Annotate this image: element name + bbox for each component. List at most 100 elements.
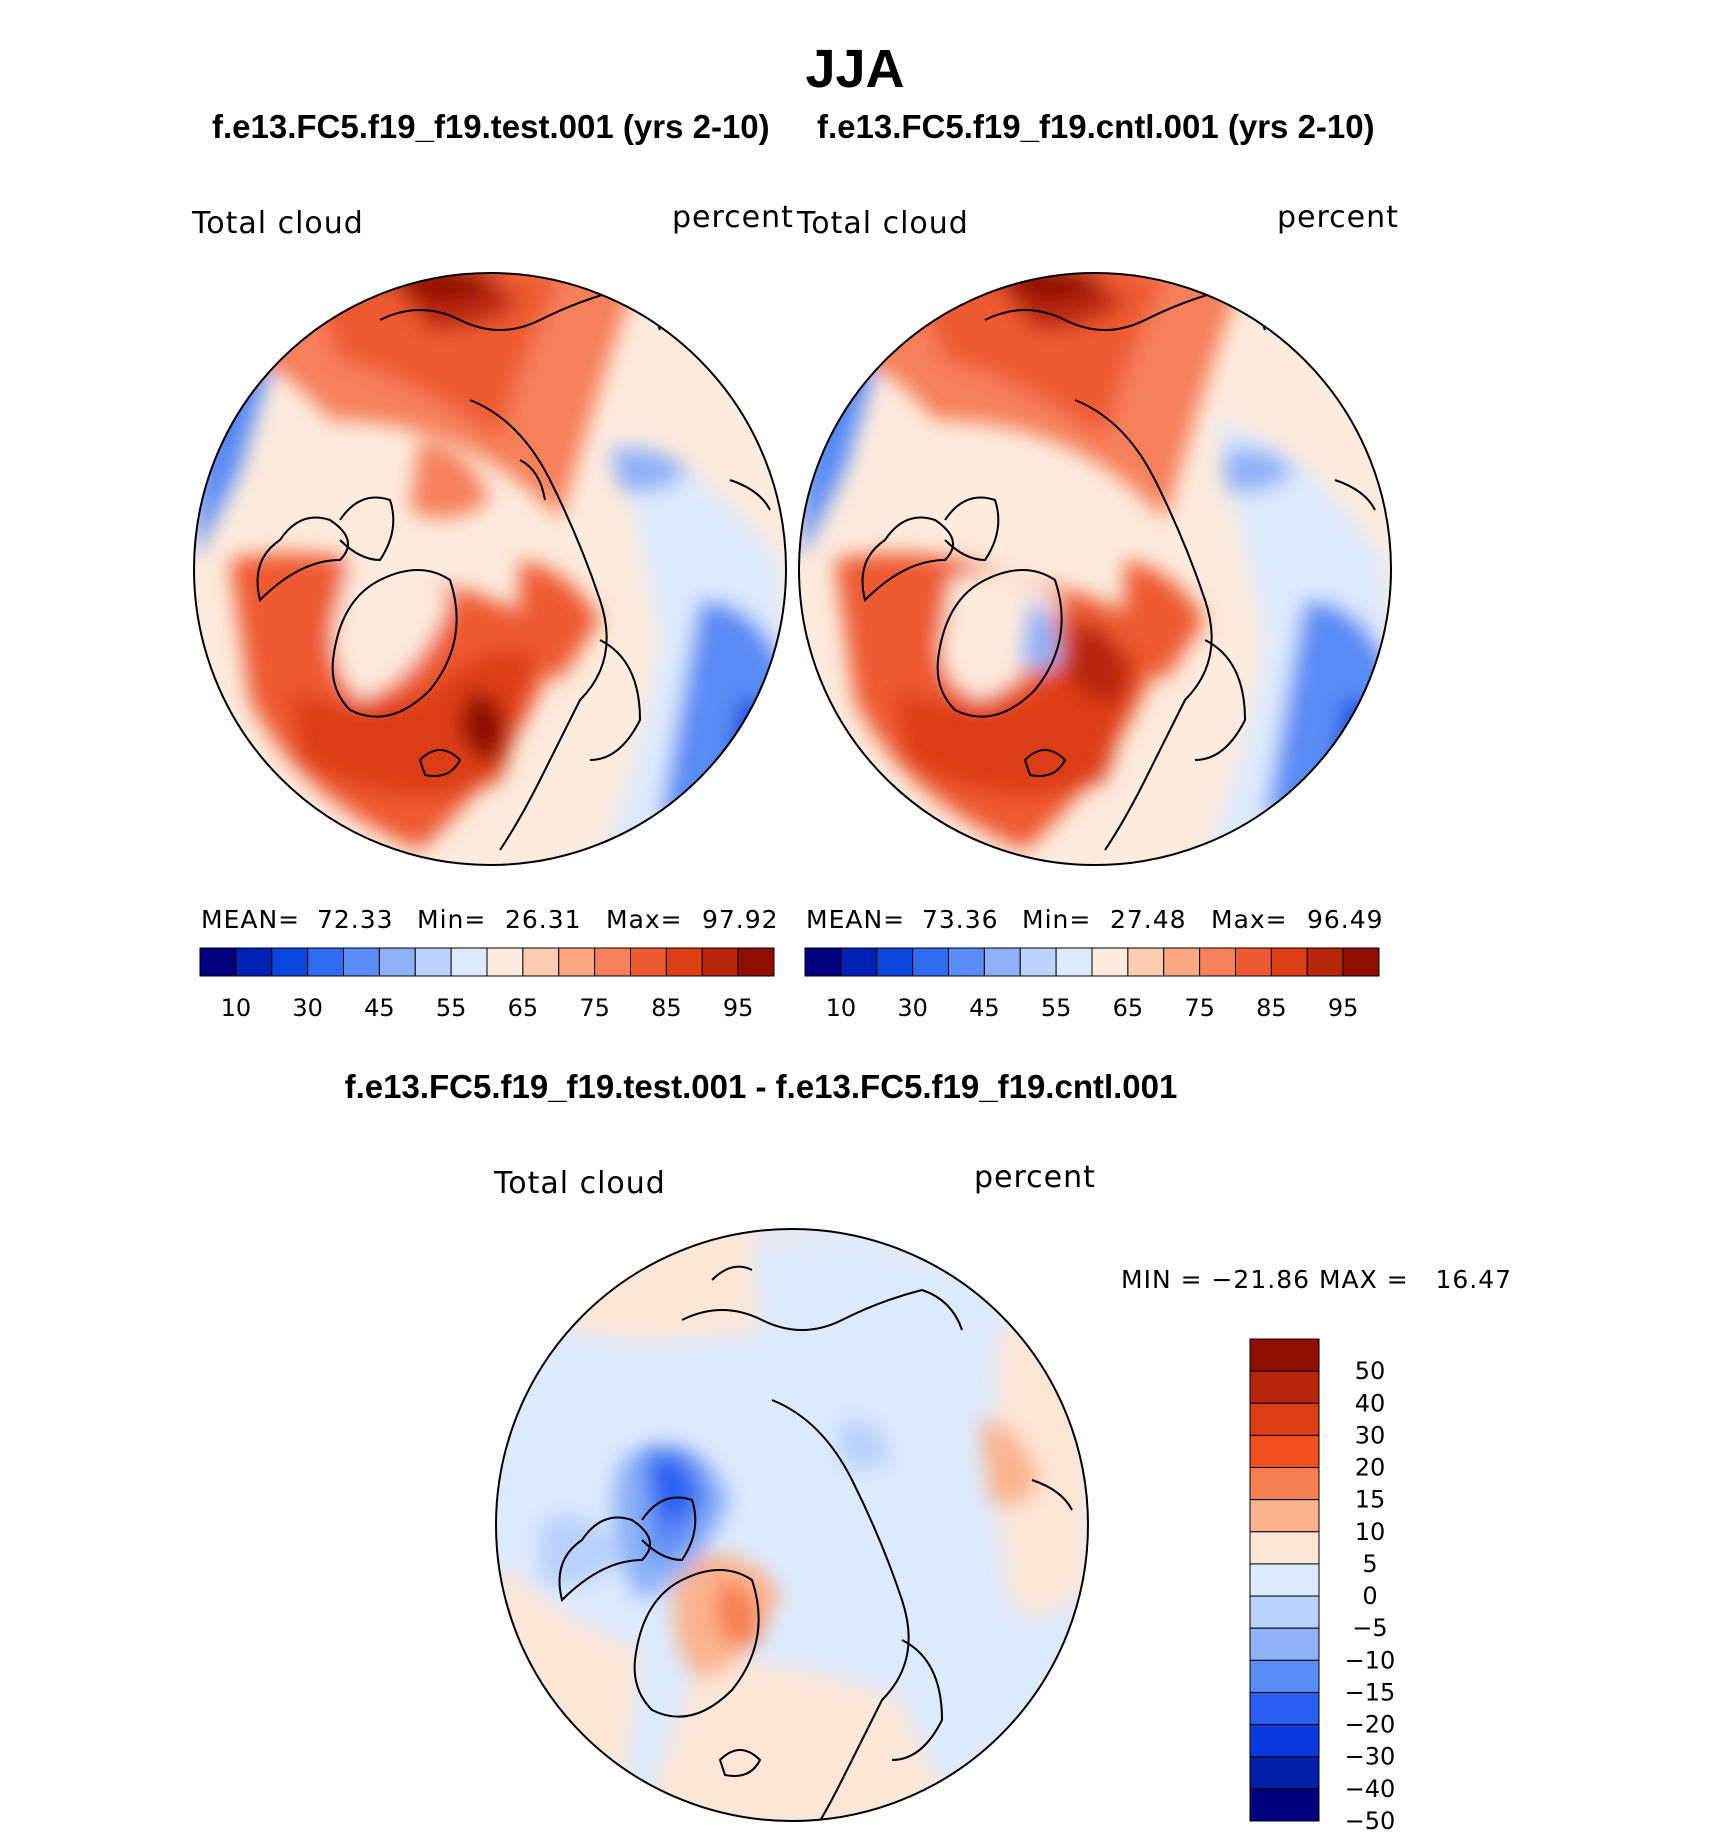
difference-colorbar-tick-label: 5	[1362, 1550, 1377, 1578]
control-max-label: Max=	[1211, 905, 1288, 934]
test-max-label: Max=	[606, 905, 683, 934]
test-colorbar-swatch	[558, 947, 596, 977]
control-mean-value: 73.36	[922, 905, 999, 934]
control-colorbar: 10 30 45 55 65 75 85 95	[804, 947, 1380, 1022]
test-colorbar: 10 30 45 55 65 75 85 95	[199, 947, 775, 1022]
test-colorbar-swatch	[343, 947, 380, 977]
test-colorbar-tick-label: 10	[221, 994, 252, 1022]
control-colorbar-swatch	[948, 947, 985, 977]
difference-colorbar-tick-label: 40	[1355, 1389, 1386, 1417]
difference-colorbar-tick-label: −30	[1345, 1743, 1396, 1771]
difference-colorbar-swatch	[1249, 1402, 1320, 1436]
test-colorbar-tick-label: 85	[651, 994, 682, 1022]
control-min-label: Min=	[1022, 905, 1092, 934]
control-colorbar-tick-label: 45	[969, 994, 1000, 1022]
test-units-label: percent	[672, 200, 794, 235]
control-colorbar-tick-label: 55	[1041, 994, 1072, 1022]
difference-colorbar-swatch	[1249, 1724, 1320, 1758]
test-colorbar-tick-label: 65	[508, 994, 539, 1022]
control-mean-label: MEAN=	[806, 905, 906, 934]
test-colorbar-swatch	[665, 947, 703, 977]
control-colorbar-swatch	[1163, 947, 1201, 977]
difference-colorbar-swatch	[1249, 1338, 1320, 1372]
control-colorbar-tick-label: 85	[1256, 994, 1287, 1022]
difference-colorbar-tick-label: −10	[1345, 1646, 1396, 1674]
control-variable-label: Total cloud	[797, 206, 969, 241]
test-colorbar-swatch	[414, 947, 452, 977]
test-max-value: 97.92	[702, 905, 779, 934]
difference-colorbar-tick-label: 10	[1355, 1518, 1386, 1546]
test-colorbar-tick-label: 30	[292, 994, 323, 1022]
control-case-title: f.e13.FC5.f19_f19.cntl.001 (yrs 2-10)	[817, 108, 1375, 145]
difference-colorbar-tick-label: 15	[1355, 1486, 1386, 1514]
test-min-value: 26.31	[505, 905, 582, 934]
difference-colorbar-swatch	[1249, 1595, 1320, 1629]
test-colorbar-swatch	[701, 947, 739, 977]
difference-colorbar-swatch	[1249, 1499, 1320, 1533]
control-colorbar-swatch	[1306, 947, 1344, 977]
test-colorbar-swatch	[737, 947, 775, 977]
control-colorbar-tick-label: 10	[826, 994, 857, 1022]
difference-colorbar-tick-label: −50	[1345, 1807, 1396, 1835]
test-colorbar-swatch	[486, 947, 524, 977]
control-colorbar-swatch	[1055, 947, 1093, 977]
difference-colorbar-tick-label: 50	[1355, 1357, 1386, 1385]
control-colorbar-tick-label: 75	[1184, 994, 1215, 1022]
test-colorbar-swatch	[450, 947, 488, 977]
difference-colorbar-tick-label: −40	[1345, 1775, 1396, 1803]
difference-colorbar-swatch	[1249, 1531, 1320, 1565]
difference-colorbar-tick-label: −15	[1345, 1678, 1396, 1706]
difference-minmax: MIN = −21.86 MAX = 16.47	[1121, 1265, 1513, 1294]
control-colorbar-swatch	[1342, 947, 1380, 977]
figure-title: JJA	[805, 39, 905, 99]
test-colorbar-swatch	[199, 947, 237, 977]
test-map	[194, 273, 786, 865]
control-colorbar-swatch	[840, 947, 878, 977]
control-colorbar-swatch	[1270, 947, 1308, 977]
control-colorbar-swatch	[1091, 947, 1129, 977]
control-max-value: 96.49	[1307, 905, 1384, 934]
control-colorbar-tick-label: 65	[1113, 994, 1144, 1022]
difference-colorbar-tick-label: −20	[1345, 1711, 1396, 1739]
control-units-label: percent	[1277, 200, 1399, 235]
test-colorbar-tick-label: 55	[436, 994, 467, 1022]
difference-map	[496, 1229, 1088, 1821]
control-colorbar-tick-label: 95	[1328, 994, 1359, 1022]
test-mean-label: MEAN=	[201, 905, 301, 934]
difference-variable-label: Total cloud	[494, 1166, 666, 1201]
test-colorbar-swatch	[594, 947, 631, 977]
control-colorbar-swatch	[804, 947, 842, 977]
control-colorbar-swatch	[876, 947, 914, 977]
test-colorbar-swatch	[235, 947, 273, 977]
test-colorbar-tick-label: 95	[723, 994, 754, 1022]
test-mean-value: 72.33	[317, 905, 394, 934]
control-map-border	[798, 272, 1392, 866]
control-colorbar-swatch	[1019, 947, 1057, 977]
test-colorbar-swatch	[307, 947, 344, 977]
difference-colorbar-swatch	[1249, 1467, 1320, 1501]
control-colorbar-tick-label: 30	[897, 994, 928, 1022]
difference-colorbar-swatch	[1249, 1659, 1320, 1693]
difference-colorbar-swatch	[1249, 1756, 1320, 1790]
control-map	[799, 273, 1391, 865]
test-map-border	[193, 272, 787, 866]
test-colorbar-swatch	[271, 947, 309, 977]
test-case-title: f.e13.FC5.f19_f19.test.001 (yrs 2-10)	[212, 108, 770, 145]
test-colorbar-tick-label: 45	[364, 994, 395, 1022]
test-colorbar-swatch	[522, 947, 560, 977]
test-colorbar-tick-label: 75	[579, 994, 610, 1022]
difference-colorbar-tick-label: −5	[1352, 1614, 1387, 1642]
difference-units-label: percent	[974, 1160, 1096, 1195]
test-min-label: Min=	[417, 905, 487, 934]
difference-colorbar-tick-label: 30	[1355, 1421, 1386, 1449]
test-variable-label: Total cloud	[192, 206, 364, 241]
difference-title: f.e13.FC5.f19_f19.test.001 - f.e13.FC5.f…	[344, 1068, 1178, 1105]
difference-map-border	[495, 1228, 1089, 1822]
difference-colorbar-swatch	[1249, 1434, 1320, 1469]
difference-colorbar-tick-label: 20	[1355, 1454, 1386, 1482]
control-colorbar-swatch	[1127, 947, 1165, 977]
difference-colorbar-swatch	[1249, 1370, 1320, 1404]
test-colorbar-swatch	[630, 947, 667, 977]
